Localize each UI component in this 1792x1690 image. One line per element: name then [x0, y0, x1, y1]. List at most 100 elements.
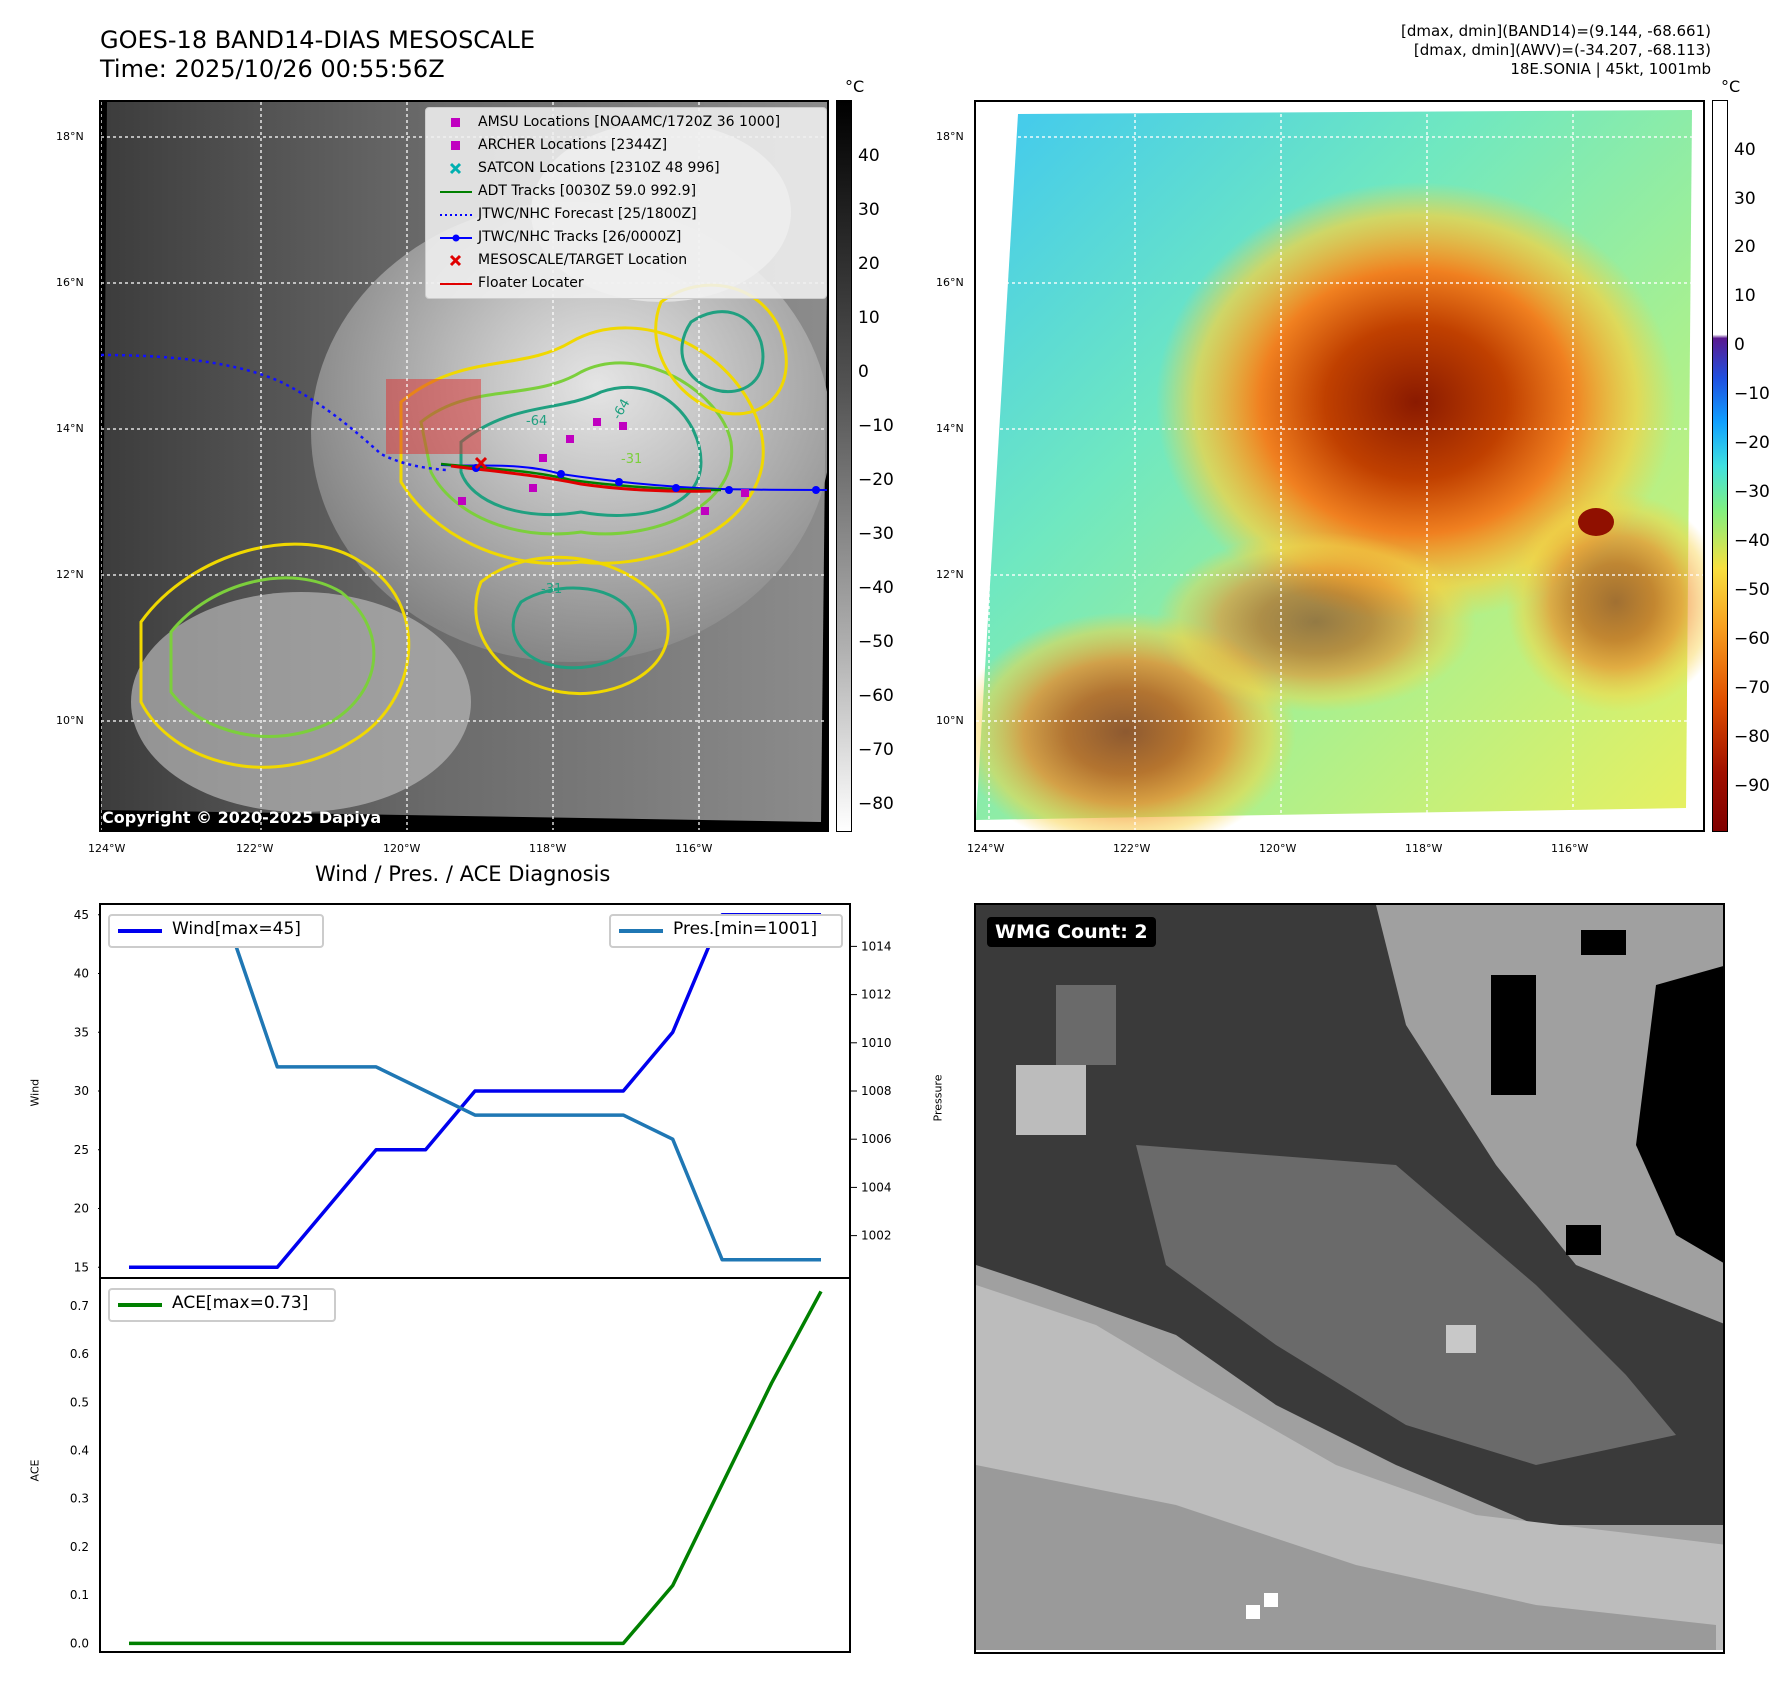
legend-label: Floater Locater [478, 275, 584, 291]
lat-tick: 14°N [936, 422, 964, 435]
pressure-tick-label: 1004 [861, 1180, 892, 1194]
pressure-tick-label: 1008 [861, 1084, 892, 1098]
legend-item: AMSU Locations [NOAAMC/1720Z 36 1000] [426, 112, 826, 134]
legend-label: ARCHER Locations [2344Z] [478, 137, 668, 153]
wind-legend-label: Wind[max=45] [172, 919, 301, 939]
ir-colorbar-tick: −80 [858, 794, 894, 814]
ace-series-line [129, 1290, 823, 1646]
x-marker-icon [449, 254, 462, 267]
pressure-tick-label: 1014 [861, 939, 892, 953]
title-line-1: GOES-18 BAND14-DIAS MESOSCALE [100, 26, 536, 54]
awv-colorbar-tick: −50 [1734, 580, 1770, 600]
legend-label: MESOSCALE/TARGET Location [478, 252, 688, 268]
legend-item: SATCON Locations [2310Z 48 996] [426, 158, 826, 180]
line-icon [440, 191, 472, 193]
awv-colorbar-tick: −80 [1734, 727, 1770, 747]
awv-colorbar-tick: −10 [1734, 384, 1770, 404]
line-icon [440, 283, 472, 285]
ace-tick-label: 0.0 [70, 1636, 89, 1650]
pressure-tick-label: 1012 [861, 988, 892, 1002]
legend-item: MESOSCALE/TARGET Location [426, 250, 826, 272]
lat-tick: 10°N [936, 714, 964, 727]
ir-colorbar-tick: −60 [858, 686, 894, 706]
lon-tick: 124°W [88, 842, 126, 855]
lat-tick: 18°N [936, 130, 964, 143]
awv-colorbar-tick: 40 [1734, 140, 1756, 160]
lon-tick: 118°W [1405, 842, 1443, 855]
lat-tick: 12°N [56, 568, 84, 581]
legend-item: ADT Tracks [0030Z 59.0 992.9] [426, 181, 826, 203]
ir-colorbar-tick: −20 [858, 470, 894, 490]
diagnosis-chart-title: Wind / Pres. / ACE Diagnosis [315, 862, 611, 886]
pressure-tick-label: 1006 [861, 1132, 892, 1146]
wind-legend-line [118, 929, 162, 933]
ir-colorbar-tick: 10 [858, 308, 880, 328]
ace-tick-label: 0.2 [70, 1540, 89, 1554]
ir-colorbar-tick: −30 [858, 524, 894, 544]
ace-legend-label: ACE[max=0.73] [172, 1293, 309, 1313]
copyright-text: Copyright © 2020-2025 Dapiya [102, 808, 382, 827]
legend-item: JTWC/NHC Tracks [26/0000Z] [426, 227, 826, 249]
info-line-2: [dmax, dmin](AWV)=(-34.207, -68.113) [1413, 41, 1711, 59]
lon-tick: 116°W [1551, 842, 1589, 855]
lon-tick: 124°W [967, 842, 1005, 855]
ir-colorbar-tick: −70 [858, 740, 894, 760]
ace-chart: 0.0 0.1 0.2 0.3 0.4 0.5 0.6 0.7 [70, 1290, 823, 1650]
pressure-series-line [129, 920, 821, 1262]
ace-tick-label: 0.3 [70, 1492, 89, 1506]
info-line-3: 18E.SONIA | 45kt, 1001mb [1510, 60, 1711, 78]
pressure-legend-label: Pres.[min=1001] [673, 919, 818, 939]
pressure-legend-line [619, 929, 663, 933]
wmg-panel [974, 903, 1725, 1654]
legend-label: AMSU Locations [NOAAMC/1720Z 36 1000] [478, 114, 781, 130]
legend-item: ARCHER Locations [2344Z] [426, 135, 826, 157]
ace-tick-label: 0.7 [70, 1299, 89, 1313]
awv-colorbar-unit: °C [1721, 77, 1741, 96]
ir-colorbar-tick: 0 [858, 362, 869, 382]
lat-tick: 16°N [936, 276, 964, 289]
ir-legend: AMSU Locations [NOAAMC/1720Z 36 1000] AR… [425, 107, 827, 299]
lon-tick: 122°W [1113, 842, 1151, 855]
info-line-1: [dmax, dmin](BAND14)=(9.144, -68.661) [1400, 22, 1711, 40]
lat-tick: 10°N [56, 714, 84, 727]
dotted-line-icon [440, 214, 472, 216]
ace-axis-label: ACE [28, 1459, 42, 1482]
lon-tick: 118°W [529, 842, 567, 855]
awv-colorbar-tick: 0 [1734, 335, 1745, 355]
ir-contour-label: -31 [541, 582, 563, 597]
lat-tick: 14°N [56, 422, 84, 435]
awv-colorbar-tick: −90 [1734, 776, 1770, 796]
wind-tick-label: 45 [74, 908, 89, 922]
legend-label: ADT Tracks [0030Z 59.0 992.9] [478, 183, 697, 199]
ace-legend: ACE[max=0.73] [108, 1288, 336, 1322]
awv-colorbar-tick: −30 [1734, 482, 1770, 502]
lat-tick: 16°N [56, 276, 84, 289]
awv-colorbar-tick: 10 [1734, 286, 1756, 306]
awv-colorbar-tick: 30 [1734, 189, 1756, 209]
storm-info: [dmax, dmin](BAND14)=(9.144, -68.661) [d… [1401, 22, 1711, 79]
square-marker-icon [451, 141, 460, 150]
line-dot-icon [440, 234, 472, 242]
legend-label: JTWC/NHC Forecast [25/1800Z] [478, 206, 697, 222]
ace-tick-label: 0.1 [70, 1588, 89, 1602]
awv-colorbar-tick: −20 [1734, 433, 1770, 453]
wind-axis-label: Wind [28, 1078, 42, 1107]
ir-colorbar-unit: °C [845, 77, 865, 96]
title-line-2: Time: 2025/10/26 00:55:56Z [100, 55, 445, 83]
wind-tick-label: 40 [74, 967, 89, 981]
lon-tick: 120°W [383, 842, 421, 855]
square-marker-icon [451, 118, 460, 127]
ace-tick-label: 0.4 [70, 1444, 89, 1458]
ir-colorbar-tick: −40 [858, 578, 894, 598]
wind-pressure-chart: 15 20 25 30 35 40 45 1002 1004 1006 1008 1010 1012 10… [74, 908, 892, 1275]
ir-colorbar-tick: 30 [858, 200, 880, 220]
ace-tick-label: 0.6 [70, 1347, 89, 1361]
ace-legend-line [118, 1303, 162, 1307]
wind-tick-label: 35 [74, 1025, 89, 1039]
ir-colorbar-tick: 20 [858, 254, 880, 274]
ace-tick-label: 0.5 [70, 1395, 89, 1409]
ace-chart-frame [99, 1277, 851, 1653]
figure-title: GOES-18 BAND14-DIAS MESOSCALE Time: 2025… [100, 26, 535, 84]
pressure-axis-label: Pressure [931, 1074, 945, 1122]
wind-tick-label: 20 [74, 1202, 89, 1216]
